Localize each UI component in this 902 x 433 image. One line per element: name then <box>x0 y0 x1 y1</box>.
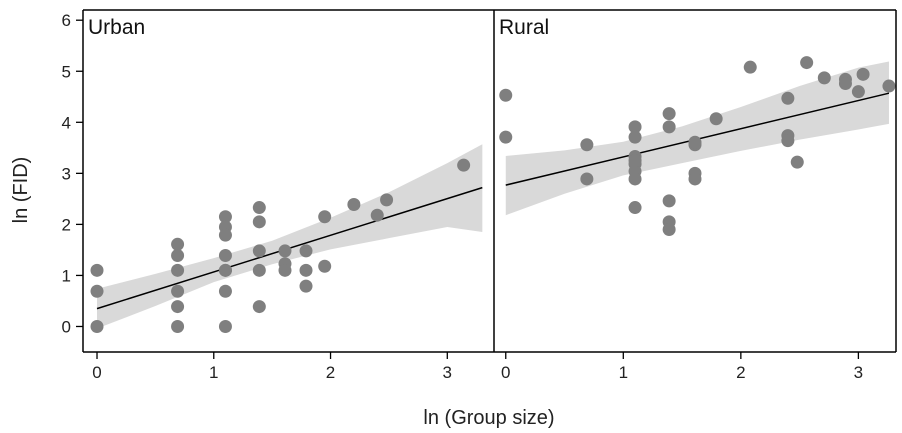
data-point <box>662 194 676 208</box>
panel-urban <box>90 144 483 333</box>
data-point <box>218 319 232 333</box>
data-point <box>709 112 723 126</box>
y-tick-label: 1 <box>62 266 71 285</box>
x-tick-label: 0 <box>501 363 510 382</box>
data-point <box>856 67 870 81</box>
data-point <box>882 79 896 93</box>
data-point <box>171 319 185 333</box>
data-point <box>628 130 642 144</box>
plot-layer <box>90 56 896 333</box>
data-point <box>318 210 332 224</box>
axes-layer: Urban 0 1 2 3 Rural 0 1 2 3 0 1 2 3 4 5 6 <box>62 9 897 382</box>
y-tick-label: 0 <box>62 317 71 336</box>
data-point <box>851 85 865 99</box>
data-point <box>743 60 757 74</box>
data-point <box>662 107 676 121</box>
data-point <box>499 88 513 102</box>
data-point <box>218 228 232 242</box>
data-point <box>457 158 471 172</box>
data-point <box>800 56 814 70</box>
data-point <box>252 201 266 215</box>
data-point <box>347 197 361 211</box>
data-point <box>278 263 292 277</box>
data-point <box>252 300 266 314</box>
x-tick-label: 2 <box>326 363 335 382</box>
data-point <box>171 263 185 277</box>
data-point <box>278 244 292 258</box>
data-point <box>218 249 232 263</box>
data-point <box>781 134 795 148</box>
x-tick-label: 1 <box>209 363 218 382</box>
x-tick-label: 3 <box>854 363 863 382</box>
data-point <box>171 284 185 298</box>
data-point <box>838 77 852 91</box>
data-point <box>252 215 266 229</box>
data-point <box>171 300 185 314</box>
data-point <box>252 244 266 258</box>
data-point <box>817 71 831 85</box>
data-point <box>299 244 313 258</box>
data-point <box>171 249 185 263</box>
data-point <box>499 130 513 144</box>
data-point <box>628 201 642 215</box>
data-point <box>380 193 394 207</box>
data-point <box>218 210 232 224</box>
y-tick-label: 6 <box>62 11 71 30</box>
data-point <box>688 172 702 186</box>
data-point <box>299 279 313 293</box>
data-point <box>790 155 804 169</box>
data-point <box>90 319 104 333</box>
data-point <box>688 135 702 149</box>
data-point <box>370 208 384 222</box>
x-tick-label: 0 <box>92 363 101 382</box>
data-point <box>218 284 232 298</box>
panel-rural <box>499 56 896 236</box>
data-point <box>628 172 642 186</box>
x-tick-label: 3 <box>443 363 452 382</box>
panel-title: Rural <box>499 16 549 39</box>
data-point <box>628 120 642 134</box>
data-point <box>218 263 232 277</box>
data-point <box>90 263 104 277</box>
y-tick-label: 2 <box>62 215 71 234</box>
data-point <box>580 172 594 186</box>
data-point <box>781 91 795 105</box>
x-tick-label: 1 <box>619 363 628 382</box>
data-point <box>580 138 594 152</box>
data-point <box>318 259 332 273</box>
data-point <box>252 263 266 277</box>
data-point <box>662 222 676 236</box>
data-point <box>662 120 676 134</box>
y-axis-title: ln (FID) <box>10 157 32 224</box>
data-point <box>90 284 104 298</box>
data-point <box>171 237 185 251</box>
data-point <box>628 154 642 168</box>
data-point <box>299 263 313 277</box>
y-tick-label: 4 <box>62 113 71 132</box>
y-tick-label: 5 <box>62 62 71 81</box>
panel-title: Urban <box>88 16 145 39</box>
x-tick-label: 2 <box>736 363 745 382</box>
y-tick-label: 3 <box>62 164 71 183</box>
confidence-band <box>97 144 483 329</box>
x-axis-title: ln (Group size) <box>423 407 554 429</box>
